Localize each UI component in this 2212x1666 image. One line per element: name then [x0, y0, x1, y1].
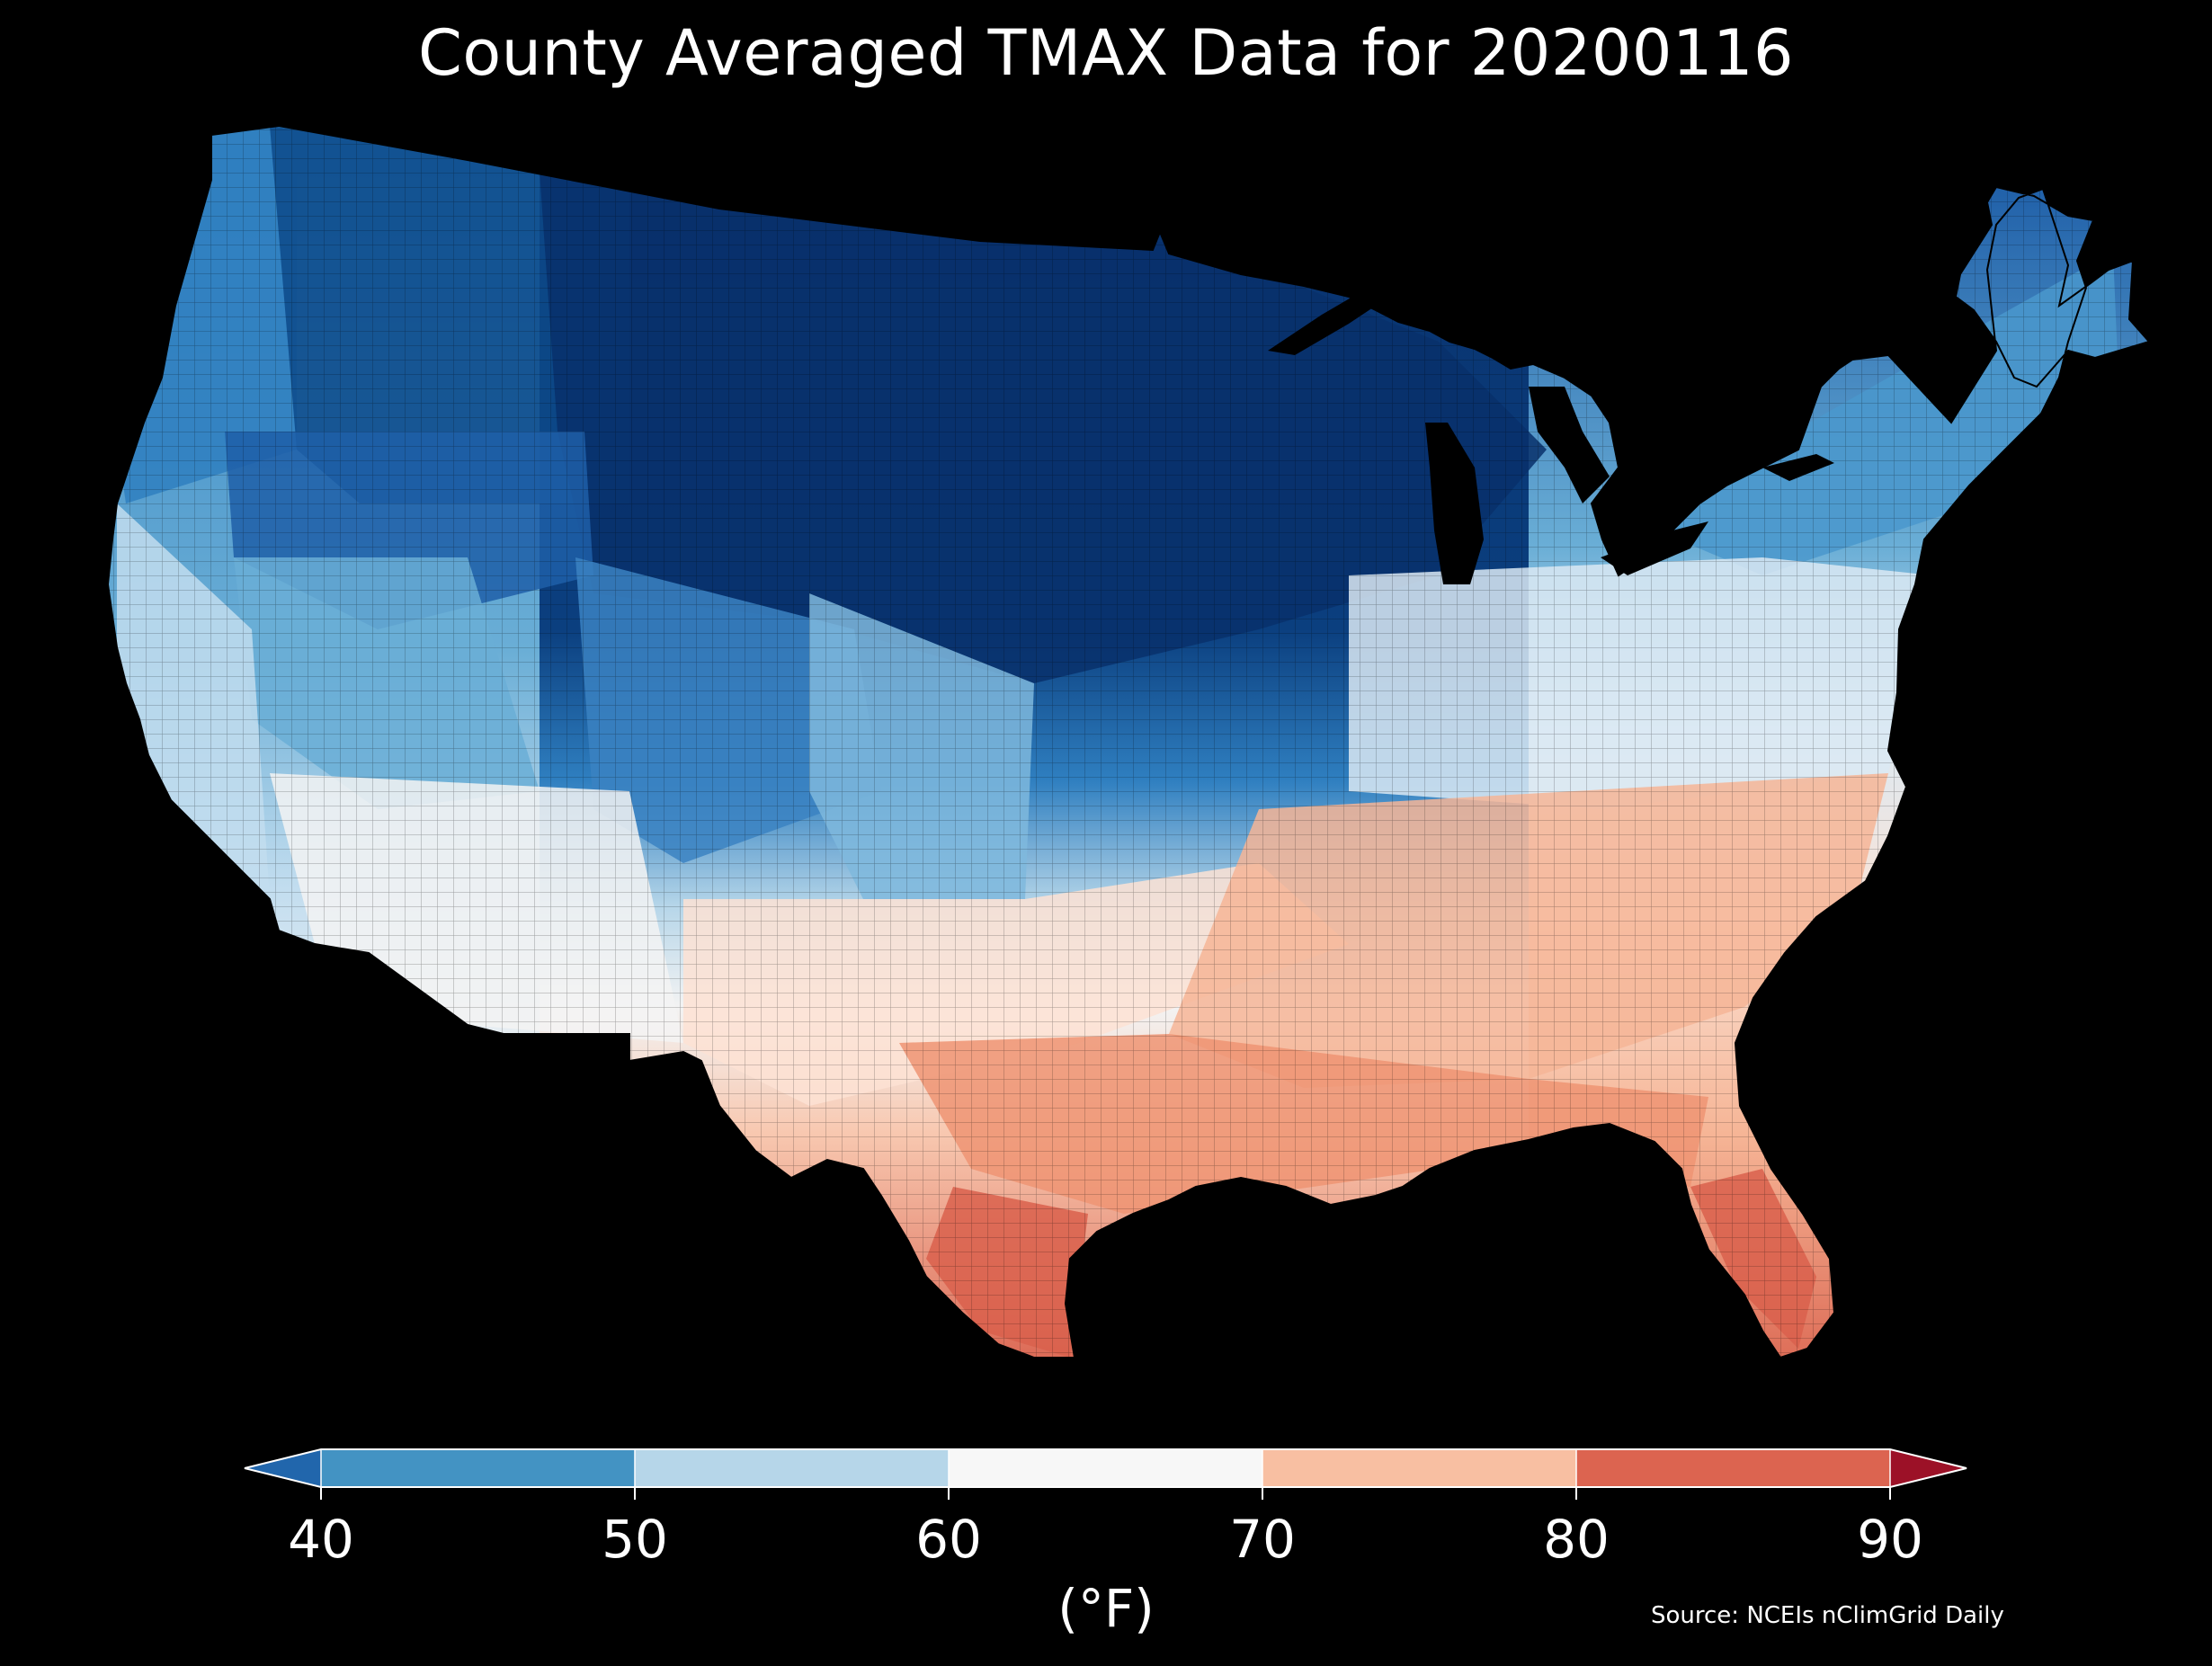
- colorbar-tick-label: 50: [602, 1509, 668, 1570]
- colorbar-bin-2: [635, 1449, 949, 1487]
- source-note: Source: NCEIs nClimGrid Daily: [1651, 1602, 2004, 1629]
- chart-title: County Averaged TMAX Data for 20200116: [417, 16, 1795, 90]
- lake-ontario: [1762, 454, 1834, 481]
- colorbar-bin-5: [1576, 1449, 1890, 1487]
- great-lakes: [1268, 283, 1834, 584]
- lake-erie: [1601, 521, 1708, 575]
- colorbar-tick-label: 60: [915, 1509, 982, 1570]
- colorbar-bin-0: [245, 1449, 321, 1487]
- colorbar-bin-4: [1262, 1449, 1576, 1487]
- colorbar-bin-3: [949, 1449, 1262, 1487]
- colorbar-tick-label: 70: [1229, 1509, 1296, 1570]
- colorbar-tick-label: 90: [1857, 1509, 1923, 1570]
- lake-superior: [1268, 283, 1403, 355]
- colorbar-bin-6: [1890, 1449, 1967, 1487]
- lake-huron: [1529, 387, 1610, 503]
- colorbar-label: (°F): [1057, 1578, 1155, 1639]
- lake-michigan: [1425, 423, 1484, 584]
- colorbar-tick-label: 80: [1543, 1509, 1610, 1570]
- colorbar-bin-1: [321, 1449, 635, 1487]
- colorbar-tick-label: 40: [288, 1509, 354, 1570]
